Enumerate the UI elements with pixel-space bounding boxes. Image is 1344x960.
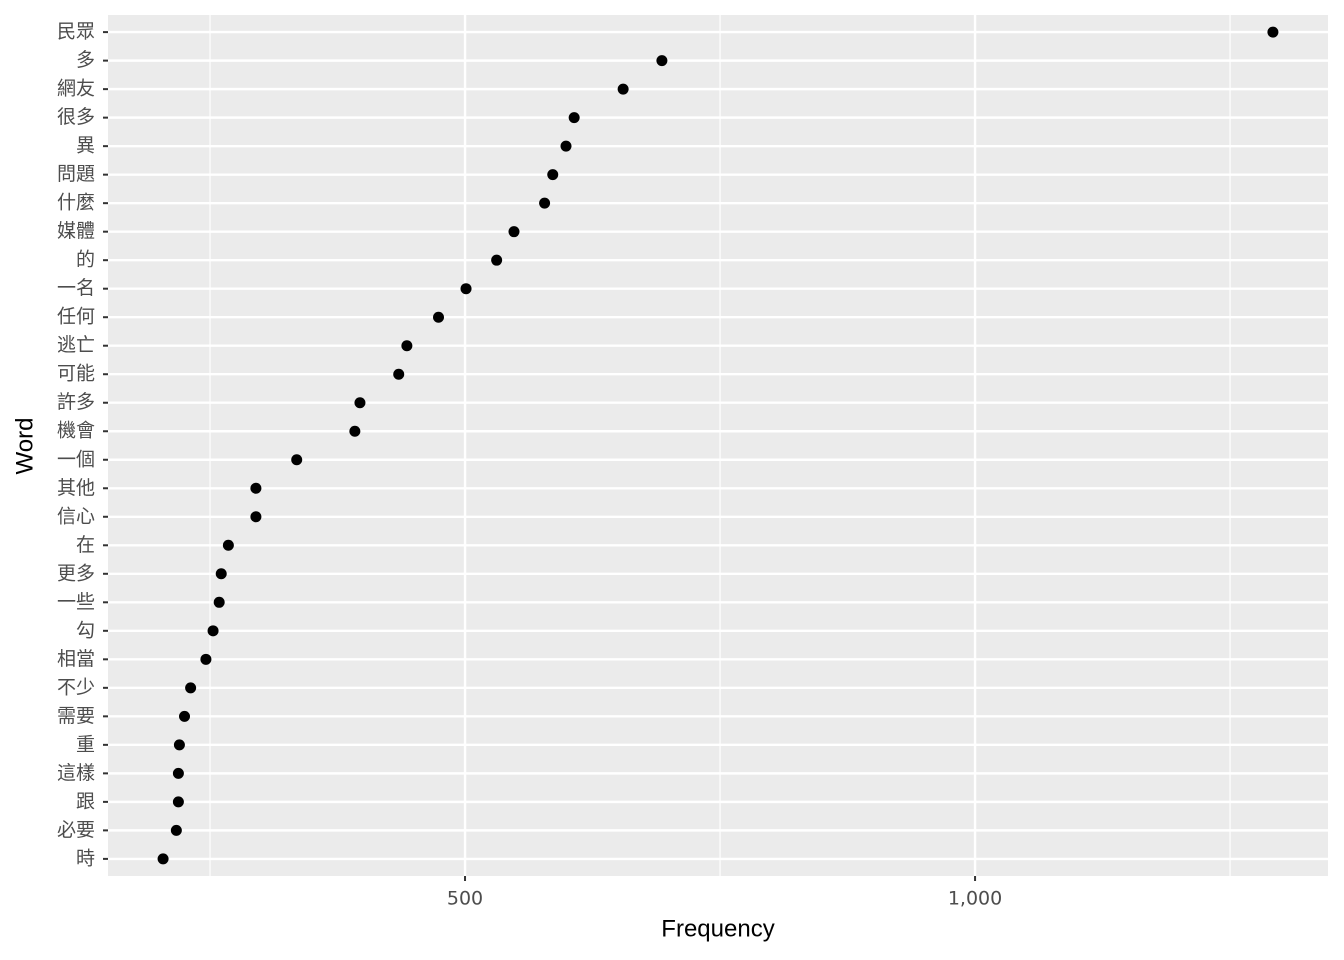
y-tick-label: 任何 [57,306,95,328]
point [213,596,225,608]
y-tick-label: 機會 [57,420,95,442]
x-tick-label: 500 [447,888,483,910]
y-tick-label: 信心 [57,505,95,527]
point [170,824,182,836]
point [349,425,361,437]
point [200,653,212,665]
y-tick-label: 一些 [57,591,95,613]
point [1267,26,1279,38]
point [157,853,169,865]
y-tick-label: 很多 [57,106,95,128]
point [393,368,405,380]
point [215,568,227,580]
point [179,710,191,722]
y-tick-label: 其他 [57,477,95,499]
point [173,739,185,751]
point [491,254,503,266]
point [222,539,234,551]
y-tick-label: 的 [76,249,95,271]
y-tick-label: 問題 [57,163,95,185]
y-tick-label: 重 [76,733,95,755]
y-tick-label: 需要 [57,705,95,727]
y-tick-label: 相當 [57,648,95,670]
y-tick-label: 民眾 [57,21,95,43]
y-tick-label: 媒體 [57,220,95,242]
x-axis-title: Frequency [661,915,774,942]
y-tick-label: 異 [76,135,95,157]
y-axis-title: Word [11,418,38,475]
point [401,340,413,352]
y-tick-label: 必要 [57,819,95,841]
point [291,454,303,466]
point [547,169,559,181]
y-tick-label: 更多 [57,562,95,584]
point [560,140,572,152]
panel [108,15,1328,876]
point [460,283,472,295]
point [656,55,668,67]
point [250,511,262,523]
x-tick-label: 1,000 [948,888,1002,910]
y-tick-label: 這樣 [57,762,95,784]
y-tick-label: 逃亡 [57,334,95,356]
y-tick-label: 跟 [76,790,95,812]
point [568,112,580,124]
point [617,83,629,95]
point [354,397,366,409]
point [433,311,445,323]
y-tick-label: 時 [76,847,95,869]
point [508,226,520,238]
point [539,197,551,209]
y-tick-label: 勾 [76,619,95,641]
y-tick-label: 一名 [57,277,95,299]
y-tick-label: 什麼 [57,192,95,214]
y-tick-label: 網友 [57,78,95,100]
y-tick-label: 許多 [57,391,95,413]
point [172,796,184,808]
y-tick-label: 一個 [57,448,95,470]
point [250,482,262,494]
point [185,682,197,694]
y-tick-label: 不少 [57,676,95,698]
y-tick-label: 可能 [57,363,95,385]
y-tick-label: 多 [76,49,95,71]
point [207,625,219,637]
point [172,767,184,779]
y-tick-label: 在 [76,534,95,556]
